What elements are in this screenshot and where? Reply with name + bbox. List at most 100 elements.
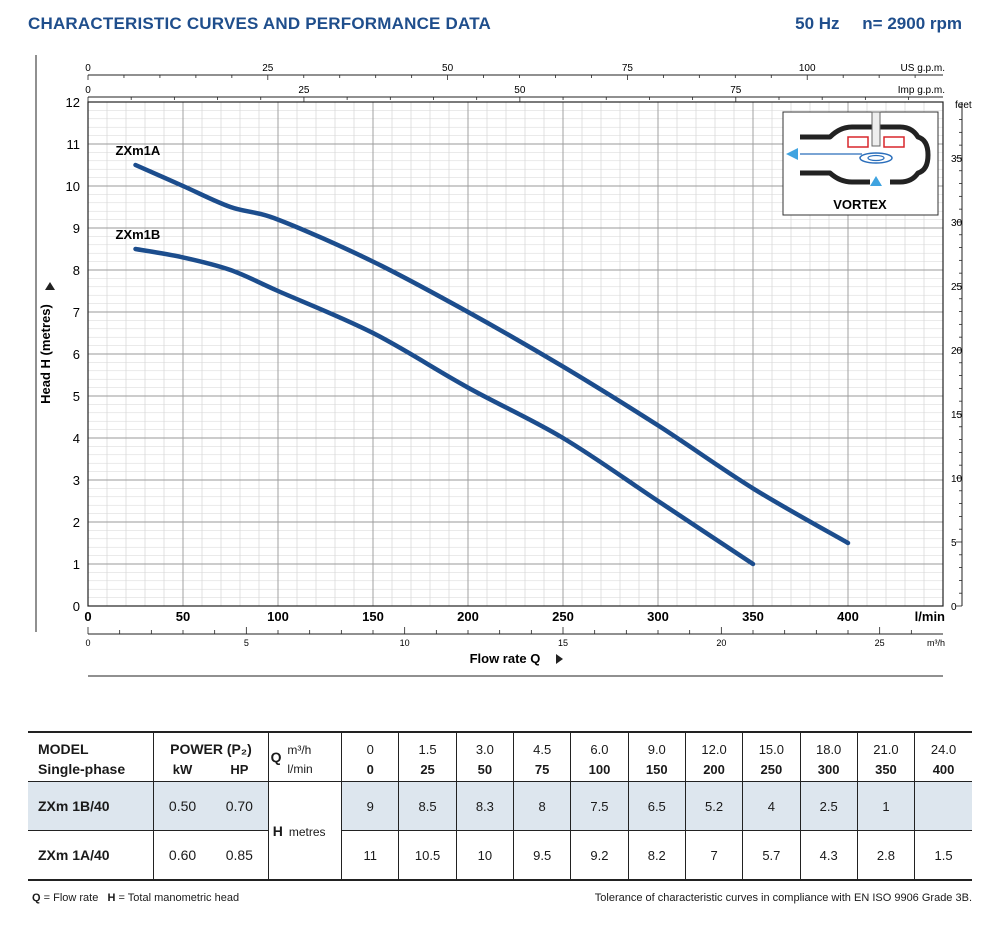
y-tick-label: 6 [73, 347, 80, 362]
head-value: 8.2 [628, 830, 686, 881]
x-tick-label: 300 [647, 609, 669, 624]
m3h-tick-label: 5 [244, 638, 249, 648]
kw-header: kW [153, 757, 211, 782]
x-axis-arrow [556, 654, 563, 664]
m3h-cell: 24.0 [930, 742, 957, 757]
m3h-cell: 4.5 [513, 732, 572, 757]
m3h-unit-header: m³/h [283, 732, 343, 757]
hp-value: 0.85 [210, 830, 269, 881]
feet-tick-label: 15 [951, 410, 963, 421]
y-tick-label: 12 [66, 95, 80, 110]
lmin-cell: 25 [398, 757, 457, 782]
feet-tick-label: 35 [951, 154, 963, 165]
m3h-unit: m³/h [927, 638, 945, 648]
y-tick-label: 3 [73, 473, 80, 488]
h-label: H [272, 822, 283, 839]
us-gpm-tick-label: 0 [85, 63, 91, 74]
head-value: 10 [456, 830, 515, 881]
metres-label: metres [288, 824, 326, 839]
us-gpm-tick-label: 75 [622, 63, 634, 74]
m3h-cell: 0 [341, 732, 400, 757]
imp-gpm-tick-label: 75 [730, 85, 742, 96]
lmin-cell: 100 [570, 757, 629, 782]
imp-gpm-tick-label: 25 [298, 85, 310, 96]
curve-ZXm1B [133, 246, 756, 567]
m3h-cell: 9.0 [628, 732, 686, 757]
outflow-arrow-icon [786, 148, 798, 160]
head-value: 2.8 [857, 830, 916, 881]
vortex-inset: VORTEX [782, 111, 939, 216]
hp-value: 0.70 [210, 781, 269, 831]
feet-tick-label: 5 [951, 538, 957, 549]
kw-value: 0.60 [153, 830, 211, 881]
y-tick-label: 9 [73, 221, 80, 236]
y-tick-label: 4 [73, 431, 80, 446]
lmin-cell: 350 [857, 757, 916, 782]
y-axis-arrow [45, 282, 55, 290]
head-value: 7 [685, 830, 744, 881]
head-value: 7.5 [570, 781, 629, 831]
y-tick-label: 5 [73, 389, 80, 404]
x-unit: l/min [915, 609, 945, 624]
x-tick-label: 50 [176, 609, 190, 624]
h-abbr: H [107, 892, 116, 904]
tolerance-note: Tolerance of characteristic curves in co… [594, 892, 972, 904]
head-value: 10.5 [398, 830, 457, 881]
y-tick-label: 8 [73, 263, 80, 278]
head-value: 2.5 [800, 781, 858, 831]
m3h-tick-label: 0 [85, 638, 90, 648]
impeller-right-icon [883, 136, 905, 148]
y-tick-label: 2 [73, 515, 80, 530]
head-value [914, 781, 972, 831]
speed-label: n= 2900 rpm [862, 14, 962, 33]
y-tick-label: 11 [67, 137, 81, 152]
m3h-tick-label: 25 [875, 638, 885, 648]
y-tick-label: 1 [73, 557, 80, 572]
phase-header: Single-phase [28, 757, 155, 782]
kw-value: 0.50 [153, 781, 211, 831]
head-value: 8.5 [398, 781, 457, 831]
pump-housing-icon [800, 124, 931, 185]
head-value: 4 [742, 781, 801, 831]
m3h-cell: 6.0 [570, 732, 629, 757]
m3h-cell: 1.5 [398, 732, 457, 757]
head-value: 9.5 [513, 830, 572, 881]
plot-frame [87, 101, 944, 607]
feet-tick-label: 20 [951, 346, 963, 357]
lmin-cell: 200 [685, 757, 744, 782]
lmin-cell: 250 [742, 757, 801, 782]
x-tick-label: 400 [837, 609, 859, 624]
model-name: ZXm 1A/40 [28, 830, 155, 881]
lmin-cell: 300 [800, 757, 858, 782]
q-abbr: Q [32, 892, 41, 904]
us-gpm-tick-label: 25 [262, 63, 274, 74]
x-axis-ticks: 0 50 100 150 200 250 300 350 400 [84, 609, 858, 624]
feet-tick-label: 0 [951, 602, 957, 613]
inset-label: VORTEX [833, 197, 887, 212]
lmin-cell: 400 [914, 757, 972, 782]
feet-axis-ticks: 0 5 10 15 20 25 30 35 [951, 106, 963, 613]
head-value: 9 [341, 781, 400, 831]
head-value: 5.7 [742, 830, 801, 881]
imp-gpm-tick-label: 50 [514, 85, 526, 96]
x-tick-label: 250 [552, 609, 574, 624]
q-header: Q [268, 732, 284, 782]
vortex-swirl-icon [859, 152, 893, 164]
model-header: MODEL [28, 732, 155, 757]
lmin-cell: 75 [513, 757, 572, 782]
imp-gpm-tick-label: 0 [85, 85, 91, 96]
curve-label-ZXm1B: ZXm1B [116, 227, 161, 242]
curve-ZXm1A [133, 162, 851, 546]
us-gpm-unit: US g.p.m. [901, 63, 945, 74]
us-gpm-tick-label: 100 [799, 63, 816, 74]
m3h-cell: 15.0 [742, 732, 801, 757]
feet-unit: feet [955, 100, 972, 111]
feet-tick-label: 10 [951, 474, 963, 485]
model-name: ZXm 1B/40 [28, 781, 155, 831]
m3h-axis-ticks: 0 5 10 15 20 25 [85, 627, 912, 648]
head-value: 8 [513, 781, 572, 831]
x-tick-label: 0 [84, 609, 91, 624]
